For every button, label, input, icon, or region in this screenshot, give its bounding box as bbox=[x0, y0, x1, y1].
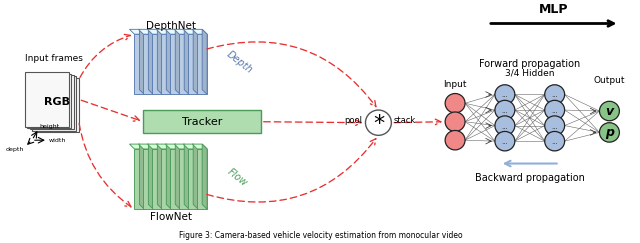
Text: p: p bbox=[605, 126, 614, 139]
Text: *: * bbox=[372, 114, 384, 134]
Polygon shape bbox=[175, 144, 180, 209]
Bar bbox=[161, 149, 172, 209]
Polygon shape bbox=[129, 29, 145, 34]
Text: Output: Output bbox=[594, 76, 625, 85]
Circle shape bbox=[495, 100, 515, 120]
Bar bbox=[152, 34, 163, 95]
Text: Input frames: Input frames bbox=[25, 54, 83, 63]
Bar bbox=[197, 34, 207, 95]
Bar bbox=[25, 72, 68, 127]
Bar bbox=[161, 34, 172, 95]
Text: Input: Input bbox=[444, 80, 467, 89]
Polygon shape bbox=[183, 144, 198, 149]
Circle shape bbox=[445, 94, 465, 113]
Text: v: v bbox=[605, 105, 614, 118]
Polygon shape bbox=[157, 144, 163, 209]
Polygon shape bbox=[148, 29, 154, 95]
Text: DepthNet: DepthNet bbox=[146, 21, 196, 31]
Polygon shape bbox=[175, 29, 180, 95]
Circle shape bbox=[600, 123, 620, 142]
Polygon shape bbox=[138, 29, 154, 34]
Polygon shape bbox=[129, 144, 145, 149]
Bar bbox=[197, 149, 207, 209]
Text: Depth: Depth bbox=[225, 49, 255, 76]
Polygon shape bbox=[166, 29, 172, 95]
Text: ...: ... bbox=[502, 93, 508, 98]
Text: width: width bbox=[49, 138, 66, 143]
Bar bbox=[170, 34, 180, 95]
Text: ...: ... bbox=[551, 139, 558, 145]
Text: MLP: MLP bbox=[539, 3, 568, 16]
Bar bbox=[170, 149, 180, 209]
Circle shape bbox=[445, 130, 465, 150]
Polygon shape bbox=[184, 29, 189, 95]
Polygon shape bbox=[165, 29, 180, 34]
Polygon shape bbox=[192, 144, 207, 149]
Text: 3/4 Hidden: 3/4 Hidden bbox=[505, 69, 554, 78]
Bar bbox=[143, 110, 261, 133]
Polygon shape bbox=[147, 144, 163, 149]
Polygon shape bbox=[156, 144, 172, 149]
Polygon shape bbox=[165, 144, 180, 149]
Circle shape bbox=[445, 112, 465, 131]
Circle shape bbox=[545, 85, 564, 104]
Circle shape bbox=[545, 116, 564, 135]
Text: Figure 3: Camera-based vehicle velocity estimation from monocular video: Figure 3: Camera-based vehicle velocity … bbox=[179, 231, 463, 240]
Polygon shape bbox=[148, 144, 154, 209]
Bar bbox=[33, 77, 76, 131]
Circle shape bbox=[545, 131, 564, 151]
Text: height: height bbox=[40, 123, 60, 129]
Text: Tracker: Tracker bbox=[182, 117, 222, 127]
Text: ...: ... bbox=[502, 124, 508, 130]
Polygon shape bbox=[174, 144, 189, 149]
Text: Forward propagation: Forward propagation bbox=[479, 59, 580, 69]
Circle shape bbox=[495, 85, 515, 104]
Text: ...: ... bbox=[551, 124, 558, 130]
Polygon shape bbox=[193, 29, 198, 95]
Text: FlowNet: FlowNet bbox=[150, 212, 192, 222]
Polygon shape bbox=[174, 29, 189, 34]
Polygon shape bbox=[138, 144, 154, 149]
Text: ...: ... bbox=[502, 108, 508, 114]
Bar bbox=[179, 149, 189, 209]
Polygon shape bbox=[202, 144, 207, 209]
Polygon shape bbox=[156, 29, 172, 34]
Polygon shape bbox=[183, 29, 198, 34]
Bar bbox=[143, 34, 154, 95]
Bar bbox=[134, 149, 145, 209]
Bar bbox=[188, 149, 198, 209]
Text: ...: ... bbox=[502, 139, 508, 145]
Text: depth: depth bbox=[6, 147, 24, 152]
Text: pool: pool bbox=[344, 116, 362, 125]
Text: ...: ... bbox=[551, 93, 558, 98]
Text: RGB: RGB bbox=[44, 97, 70, 107]
Polygon shape bbox=[147, 29, 163, 34]
Circle shape bbox=[495, 116, 515, 135]
Polygon shape bbox=[193, 144, 198, 209]
Polygon shape bbox=[140, 144, 145, 209]
Polygon shape bbox=[166, 144, 172, 209]
Circle shape bbox=[365, 110, 392, 135]
Text: Flow: Flow bbox=[225, 166, 249, 188]
Text: ...: ... bbox=[551, 108, 558, 114]
Bar bbox=[152, 149, 163, 209]
Text: Backward propagation: Backward propagation bbox=[475, 173, 585, 183]
Bar bbox=[35, 78, 79, 132]
Bar bbox=[143, 149, 154, 209]
Circle shape bbox=[495, 131, 515, 151]
Bar bbox=[179, 34, 189, 95]
Polygon shape bbox=[157, 29, 163, 95]
Bar bbox=[188, 34, 198, 95]
Polygon shape bbox=[202, 29, 207, 95]
Polygon shape bbox=[140, 29, 145, 95]
Polygon shape bbox=[184, 144, 189, 209]
Circle shape bbox=[545, 100, 564, 120]
Circle shape bbox=[600, 101, 620, 121]
Bar bbox=[28, 74, 71, 128]
Text: stack: stack bbox=[394, 116, 415, 125]
Bar bbox=[30, 75, 74, 130]
Bar bbox=[134, 34, 145, 95]
Polygon shape bbox=[192, 29, 207, 34]
